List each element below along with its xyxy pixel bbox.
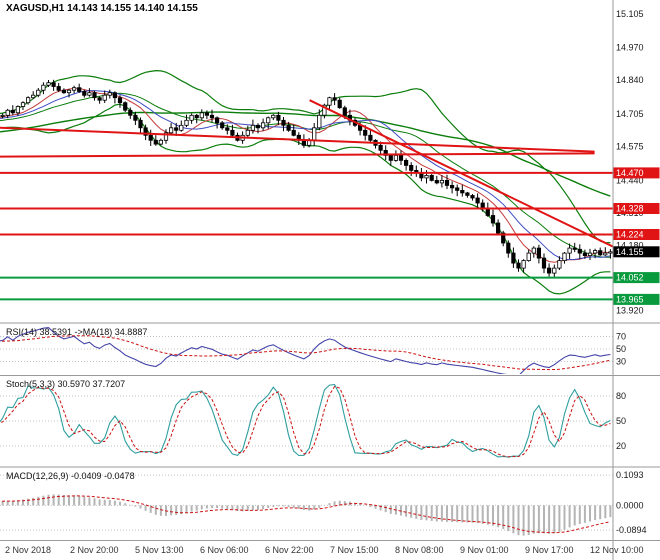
svg-text:7 Nov 15:00: 7 Nov 15:00 [330,545,379,555]
svg-text:14.155: 14.155 [616,247,644,257]
svg-text:6 Nov 22:00: 6 Nov 22:00 [265,545,314,555]
svg-text:80: 80 [616,391,626,401]
svg-text:8 Nov 08:00: 8 Nov 08:00 [395,545,444,555]
svg-text:13.965: 13.965 [616,294,644,304]
svg-text:9 Nov 17:00: 9 Nov 17:00 [525,545,574,555]
svg-text:14.180: 14.180 [616,241,644,251]
svg-text:14.328: 14.328 [616,203,644,213]
svg-text:20: 20 [616,441,626,451]
svg-text:0.1093: 0.1093 [616,470,644,480]
svg-text:12 Nov 10:00: 12 Nov 10:00 [590,545,644,555]
svg-text:5 Nov 13:00: 5 Nov 13:00 [135,545,184,555]
svg-text:14.705: 14.705 [616,109,644,119]
price-axis[interactable] [613,0,660,541]
svg-text:13.920: 13.920 [616,306,644,316]
svg-text:6 Nov 06:00: 6 Nov 06:00 [200,545,249,555]
svg-text:14.970: 14.970 [616,43,644,53]
stochastic-indicator-label: Stoch(5,3,3) 30.5970 37.7207 [6,379,126,389]
svg-text:15.105: 15.105 [616,9,644,19]
svg-text:2 Nov 2018: 2 Nov 2018 [5,545,51,555]
svg-text:0.0000: 0.0000 [616,500,644,510]
svg-text:14.224: 14.224 [616,230,644,240]
svg-text:14.575: 14.575 [616,142,644,152]
chart-title: XAGUSD,H1 14.143 14.155 14.140 14.155 [6,3,198,14]
macd-indicator-label: MACD(12,26,9) -0.0409 -0.0478 [6,471,135,481]
svg-text:70: 70 [616,332,626,342]
svg-text:30: 30 [616,357,626,367]
svg-text:14.052: 14.052 [616,273,644,283]
svg-text:14.440: 14.440 [616,175,644,185]
svg-text:-0.0894: -0.0894 [616,525,647,535]
rsi-indicator-label: RSI(14) 38.5391 ->MA(18) 34.8887 [6,327,148,337]
svg-text:14.470: 14.470 [616,168,644,178]
svg-text:9 Nov 01:00: 9 Nov 01:00 [460,545,509,555]
svg-text:50: 50 [616,344,626,354]
time-axis[interactable] [0,541,660,560]
svg-text:50: 50 [616,416,626,426]
svg-text:2 Nov 20:00: 2 Nov 20:00 [70,545,119,555]
svg-text:14.840: 14.840 [616,75,644,85]
